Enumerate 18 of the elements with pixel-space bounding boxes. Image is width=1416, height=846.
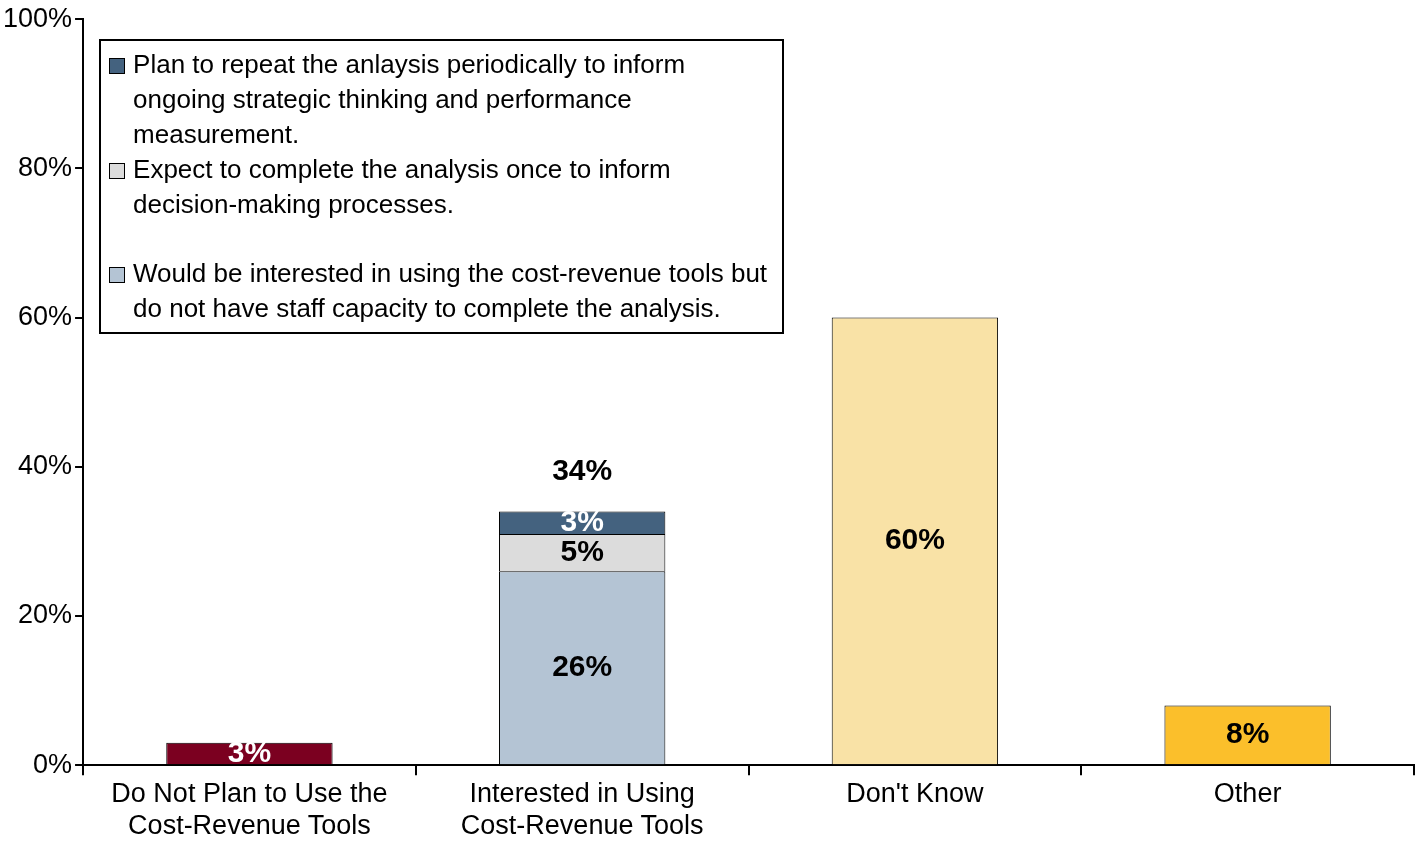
x-tick-label: Do Not Plan to Use the Cost-Revenue Tools <box>111 777 388 841</box>
y-tick-label: 40% <box>18 450 73 481</box>
y-tick-label: 80% <box>18 151 73 182</box>
total-label: 34% <box>552 452 613 486</box>
data-label: 60% <box>884 522 945 556</box>
data-label: 26% <box>552 648 613 682</box>
y-tick-label: 60% <box>18 301 73 332</box>
y-tick-label: 100% <box>2 2 73 33</box>
x-tick-label: Don't Know <box>846 777 985 808</box>
x-tick-label: Interested in Using Cost-Revenue Tools <box>460 777 704 841</box>
y-tick-label: 0% <box>33 748 73 779</box>
legend-label: Would be interested in using the cost-revenue tools but do not have staff capacity to complete the analysis. <box>133 257 769 326</box>
legend-label: Expect to complete the analysis once to inform decision-making processes. <box>133 153 672 222</box>
x-tick-label: Other <box>1213 777 1282 808</box>
legend-label: Plan to repeat the anlaysis periodically to inform ongoing strategic thinking and performance measurement. <box>133 48 687 152</box>
data-label: 8% <box>1225 716 1270 750</box>
y-tick-label: 20% <box>18 599 73 630</box>
data-label: 3% <box>227 734 272 768</box>
